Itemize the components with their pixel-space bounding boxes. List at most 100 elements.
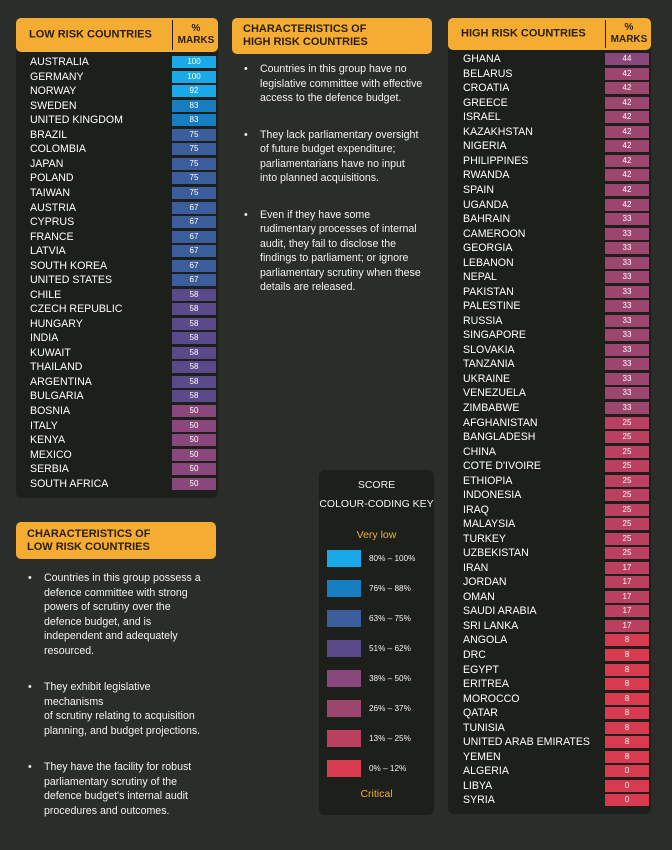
country-name: CHINA (463, 445, 496, 458)
country-name: AFGHANISTAN (463, 416, 538, 429)
country-name: PHILIPPINES (463, 154, 529, 167)
low-risk-row: LATVIA 67 (30, 244, 216, 259)
country-name: UNITED KINGDOM (30, 114, 123, 127)
score-cell: 100 (172, 70, 216, 83)
score-cell: 83 (172, 114, 216, 127)
bullet-line: audit, they fail to disclose the (260, 237, 397, 250)
country-name: ISRAEL (463, 111, 501, 124)
country-name: LIBYA (463, 779, 493, 792)
score-cell: 33 (605, 213, 649, 226)
score-cell: 75 (172, 172, 216, 185)
low-risk-row: ARGENTINA 58 (30, 375, 216, 390)
high-risk-row: UNITED ARAB EMIRATES 8 (463, 735, 649, 750)
country-name: TAIWAN (30, 187, 71, 200)
high-risk-title: HIGH RISK COUNTRIES (461, 27, 586, 40)
score-cell: 58 (172, 390, 216, 403)
country-name: NEPAL (463, 271, 497, 284)
score-cell: 8 (605, 678, 649, 691)
score-cell: 25 (605, 547, 649, 560)
country-name: YEMEN (463, 750, 501, 763)
low-chars-title-line1: CHARACTERISTICS OF (27, 527, 151, 540)
score-cell: 58 (172, 375, 216, 388)
high-risk-row: BELARUS 42 (463, 67, 649, 82)
high-risk-row: EGYPT 8 (463, 662, 649, 677)
high-risk-row: KAZAKHSTAN 42 (463, 125, 649, 140)
score-cell: 58 (172, 288, 216, 301)
low-risk-marks-header: % MARKS (172, 20, 219, 50)
score-cell: 67 (172, 230, 216, 243)
key-swatch (327, 640, 361, 657)
score-cell: 33 (605, 227, 649, 240)
high-risk-row: SPAIN 42 (463, 183, 649, 198)
score-cell: 42 (605, 140, 649, 153)
high-risk-row: ZIMBABWE 33 (463, 401, 649, 416)
score-cell: 58 (172, 332, 216, 345)
score-cell: 75 (172, 187, 216, 200)
score-cell: 25 (605, 489, 649, 502)
country-name: NORWAY (30, 85, 77, 98)
score-cell: 8 (605, 692, 649, 705)
low-risk-row: NORWAY 92 (30, 84, 216, 99)
low-risk-row: ITALY 50 (30, 418, 216, 433)
high-risk-row: LEBANON 33 (463, 255, 649, 270)
high-risk-row: MALAYSIA 25 (463, 517, 649, 532)
score-cell: 0 (605, 765, 649, 778)
high-risk-row: MOROCCO 8 (463, 691, 649, 706)
country-name: UZBEKISTAN (463, 547, 529, 560)
bullet-point: Countries in this group possess a defence… (28, 571, 201, 658)
bullet-line: Countries in this group possess a (44, 572, 201, 584)
country-name: ANGOLA (463, 634, 508, 647)
high-risk-row: UZBEKISTAN 25 (463, 546, 649, 561)
key-swatch (327, 610, 361, 627)
high-risk-row: PALESTINE 33 (463, 299, 649, 314)
score-cell: 42 (605, 67, 649, 80)
score-cell: 17 (605, 619, 649, 632)
bullet-line: access to the defence budget. (260, 92, 402, 104)
bullet-point: They exhibit legislative mechanisms of scr… (28, 680, 200, 738)
high-chars-title-line2: HIGH RISK COUNTRIES (243, 36, 368, 48)
score-cell: 50 (172, 477, 216, 490)
key-title-score: SCORE (357, 479, 396, 491)
score-cell: 33 (605, 358, 649, 371)
low-risk-row: AUSTRALIA 100 (30, 55, 216, 70)
key-swatch (327, 550, 361, 567)
bullet-line: parliamentarians have no input (260, 157, 405, 170)
bullet-line: procedures and outcomes. (44, 804, 170, 817)
bullet-point: They lack parliamentary oversight of futu… (244, 128, 418, 186)
score-cell: 42 (605, 82, 649, 95)
score-cell: 25 (605, 445, 649, 458)
country-name: GEORGIA (463, 242, 513, 255)
score-cell: 33 (605, 285, 649, 298)
bullet-line: parliamentary scrutiny of the (44, 775, 178, 788)
score-cell: 67 (172, 274, 216, 287)
country-name: SWEDEN (30, 99, 77, 112)
score-cell: 58 (172, 346, 216, 359)
score-cell: 67 (172, 259, 216, 272)
score-cell: 100 (172, 56, 216, 69)
low-risk-row: FRANCE 67 (30, 229, 216, 244)
country-name: UKRAINE (463, 372, 511, 385)
score-cell: 58 (172, 361, 216, 374)
high-risk-row: TUNISIA 8 (463, 720, 649, 735)
country-name: THAILAND (30, 361, 83, 374)
country-name: BOSNIA (30, 404, 71, 417)
high-risk-row: GEORGIA 33 (463, 241, 649, 256)
high-risk-row: BANGLADESH 25 (463, 430, 649, 445)
score-cell: 17 (605, 576, 649, 589)
country-name: RUSSIA (463, 314, 503, 327)
score-cell: 67 (172, 216, 216, 229)
score-cell: 25 (605, 460, 649, 473)
bullet-point: Countries in this group have no legislati… (244, 62, 422, 106)
key-range-label: 51% – 62% (369, 644, 411, 653)
country-name: MOROCCO (463, 692, 520, 705)
country-name: CZECH REPUBLIC (30, 303, 123, 316)
low-chars-header: CHARACTERISTICS OF LOW RISK COUNTRIES (16, 522, 216, 559)
bullet-line: defence budget, and is (44, 615, 152, 628)
country-name: BAHRAIN (463, 213, 511, 226)
score-cell: 8 (605, 721, 649, 734)
high-risk-row: SAUDI ARABIA 17 (463, 604, 649, 619)
country-name: UGANDA (463, 198, 509, 211)
score-cell: 17 (605, 590, 649, 603)
country-name: KENYA (30, 434, 66, 447)
high-risk-row: PAKISTAN 33 (463, 284, 649, 299)
